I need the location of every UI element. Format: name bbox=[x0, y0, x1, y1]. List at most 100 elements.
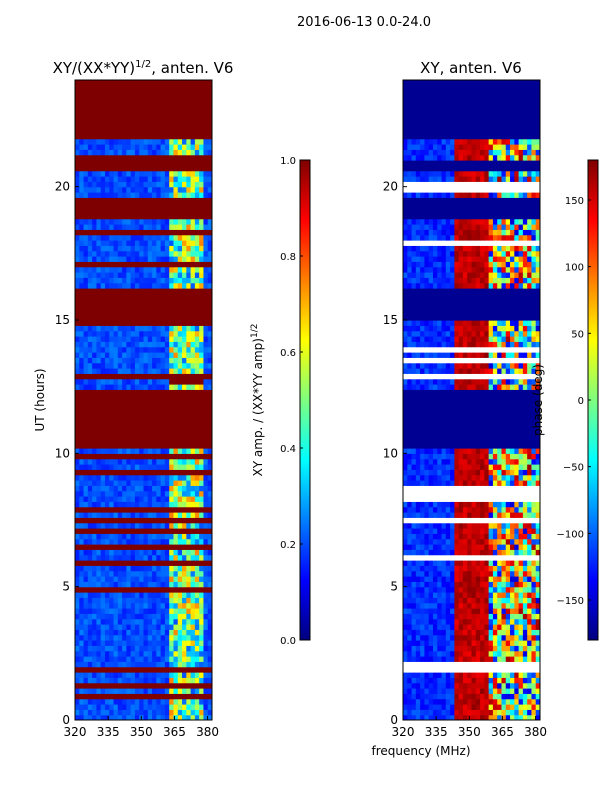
phase-heatmap-cell bbox=[407, 688, 413, 694]
amp-heatmap-cell bbox=[143, 613, 149, 620]
phase-heatmap-cell bbox=[510, 565, 515, 572]
amp-heatmap-cell bbox=[83, 496, 89, 502]
amp-heatmap-cell bbox=[173, 640, 179, 646]
amp-heatmap-cell bbox=[177, 330, 183, 337]
amp-heatmap-cell bbox=[147, 192, 153, 198]
amp-heatmap-cell bbox=[117, 592, 123, 598]
phase-heatmap-cell bbox=[518, 538, 524, 545]
amp-heatmap-cell bbox=[199, 341, 205, 348]
amp-heatmap-cell bbox=[199, 154, 205, 161]
amp-heatmap-cell bbox=[143, 517, 149, 524]
amp-heatmap-cell bbox=[139, 506, 145, 513]
amp-heatmap-cell bbox=[109, 389, 115, 396]
amp-heatmap-cell bbox=[203, 240, 209, 246]
amp-heatmap-cell bbox=[147, 389, 153, 396]
amp-heatmap-cell bbox=[194, 586, 200, 593]
amp-heatmap-cell bbox=[126, 288, 132, 294]
amp-heatmap-cell bbox=[147, 448, 153, 454]
amp-heatmap-cell bbox=[79, 640, 85, 646]
phase-heatmap-cell bbox=[522, 554, 528, 561]
amp-heatmap-cell bbox=[75, 208, 80, 214]
amp-heatmap-cell bbox=[186, 682, 192, 689]
amp-heatmap-cell bbox=[152, 480, 157, 486]
phase-heatmap-cell bbox=[420, 613, 426, 620]
amp-heatmap-cell bbox=[109, 709, 115, 716]
phase-heatmap-cell bbox=[424, 640, 430, 646]
amp-heatmap-cell bbox=[186, 144, 192, 150]
phase-heatmap-cell bbox=[531, 672, 537, 678]
phase-heatmap-cell bbox=[454, 698, 460, 705]
amp-heatmap-cell bbox=[75, 522, 80, 529]
amp-heatmap-cell bbox=[156, 293, 162, 300]
amp-heatmap-cell bbox=[92, 714, 98, 720]
phase-heatmap-cell bbox=[441, 570, 447, 577]
phase-heatmap-cell bbox=[458, 608, 464, 614]
phase-heatmap-cell bbox=[497, 682, 503, 689]
amp-heatmap-cell bbox=[147, 325, 153, 332]
amp-heatmap-cell bbox=[75, 672, 80, 678]
amp-heatmap-cell bbox=[199, 293, 205, 300]
amp-heatmap-cell bbox=[147, 597, 153, 604]
amp-heatmap-cell bbox=[190, 613, 196, 620]
amp-heatmap-cell bbox=[134, 378, 140, 385]
phase-heatmap-cell bbox=[518, 656, 524, 662]
amp-heatmap-cell bbox=[199, 192, 205, 198]
amp-heatmap-cell bbox=[92, 666, 98, 673]
amp-heatmap-cell bbox=[87, 693, 93, 700]
amp-heatmap-cell bbox=[160, 133, 166, 140]
amp-heatmap-cell bbox=[186, 672, 192, 678]
amp-heatmap-cell bbox=[126, 336, 132, 342]
amp-heatmap-cell bbox=[79, 266, 85, 273]
phase-heatmap-cell bbox=[492, 560, 498, 566]
amp-heatmap-cell bbox=[164, 464, 170, 470]
amp-heatmap-cell bbox=[156, 698, 162, 705]
amp-heatmap-cell bbox=[134, 133, 140, 140]
phase-heatmap-cell bbox=[450, 698, 455, 705]
amp-heatmap-cell bbox=[190, 602, 196, 609]
amp-heatmap-cell bbox=[104, 346, 110, 353]
amp-heatmap-cell bbox=[139, 538, 145, 545]
amp-heatmap-cell bbox=[126, 688, 132, 694]
amp-heatmap-cell bbox=[199, 549, 205, 556]
amp-heatmap-cell bbox=[96, 581, 102, 588]
amp-heatmap-cell bbox=[87, 453, 93, 460]
amp-heatmap-cell bbox=[87, 474, 93, 481]
amp-heatmap-cell bbox=[122, 394, 127, 401]
phase-heatmap-cell bbox=[488, 565, 494, 572]
amp-heatmap-cell bbox=[147, 266, 153, 273]
amp-heatmap-cell bbox=[182, 384, 187, 390]
phase-heatmap-cell bbox=[480, 560, 485, 566]
amp-heatmap-cell bbox=[169, 394, 175, 401]
amp-heatmap-cell bbox=[190, 426, 196, 433]
amp-heatmap-cell bbox=[207, 458, 212, 465]
amp-heatmap-cell bbox=[113, 250, 119, 257]
amp-heatmap-cell bbox=[109, 378, 115, 385]
amp-heatmap-cell bbox=[83, 202, 89, 209]
amp-heatmap-cell bbox=[203, 138, 209, 145]
amp-heatmap-cell bbox=[130, 341, 136, 348]
amp-heatmap-cell bbox=[134, 208, 140, 214]
amp-heatmap-cell bbox=[152, 602, 157, 609]
amp-heatmap-cell bbox=[194, 165, 200, 172]
phase-heatmap-cell bbox=[458, 586, 464, 593]
amp-heatmap-cell bbox=[104, 96, 110, 102]
phase-heatmap-cell bbox=[510, 682, 515, 689]
amp-heatmap-cell bbox=[199, 586, 205, 593]
amp-heatmap-cell bbox=[160, 704, 166, 710]
amp-heatmap-cell bbox=[75, 517, 80, 524]
amp-heatmap-cell bbox=[186, 229, 192, 236]
amp-heatmap-cell bbox=[182, 80, 187, 86]
amp-heatmap-cell bbox=[117, 714, 123, 720]
amp-heatmap-cell bbox=[130, 672, 136, 678]
amp-heatmap-cell bbox=[177, 442, 183, 449]
phase-heatmap-cell bbox=[471, 634, 477, 641]
amp-heatmap-cell bbox=[83, 373, 89, 380]
amp-heatmap-cell bbox=[96, 570, 102, 577]
phase-heatmap-cell bbox=[415, 549, 421, 556]
phase-heatmap-cell bbox=[407, 576, 413, 582]
amp-heatmap-cell bbox=[134, 416, 140, 422]
amp-heatmap-cell bbox=[139, 234, 145, 241]
amp-heatmap-cell bbox=[139, 122, 145, 129]
amp-heatmap-cell bbox=[126, 229, 132, 236]
phase-heatmap-cell bbox=[424, 677, 430, 684]
